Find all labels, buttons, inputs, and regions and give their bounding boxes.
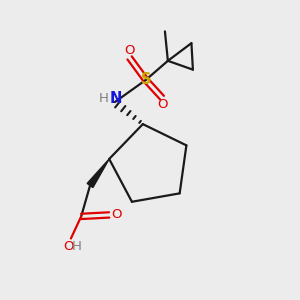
Polygon shape (87, 159, 109, 188)
Text: O: O (111, 208, 122, 221)
Text: H: H (72, 240, 82, 253)
Text: O: O (124, 44, 134, 57)
Text: O: O (157, 98, 168, 112)
Text: N: N (109, 91, 122, 106)
Text: H: H (99, 92, 109, 105)
Text: O: O (63, 240, 74, 253)
Text: S: S (140, 73, 151, 88)
